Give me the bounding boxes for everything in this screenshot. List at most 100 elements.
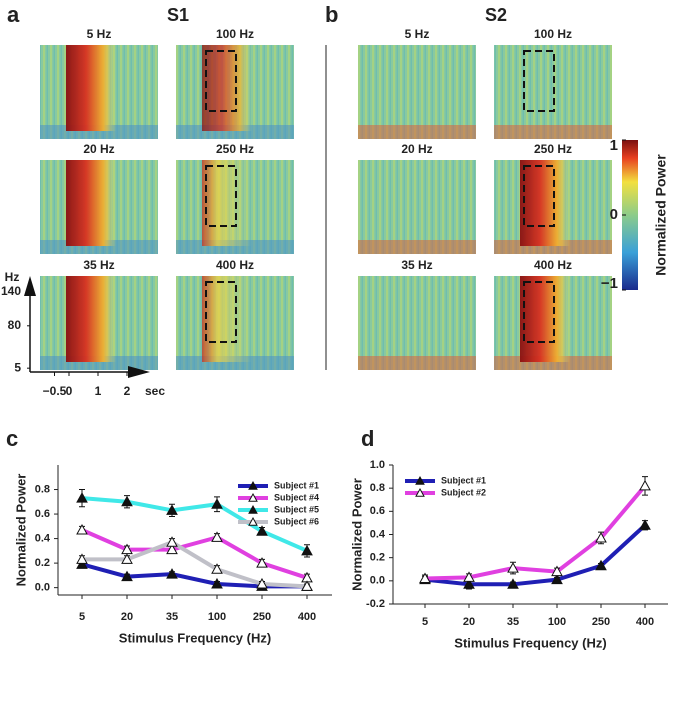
spectrogram-response: [66, 276, 116, 362]
legend-marker: [248, 480, 258, 490]
marker: [551, 565, 563, 577]
spectrogram-title: 35 Hz: [83, 258, 114, 272]
freq-tick-label: 140: [1, 284, 21, 298]
marker: [211, 563, 223, 574]
y-tick-label: 0.4: [35, 532, 51, 544]
spectrogram-response: [66, 45, 116, 131]
spectrogram-title: 20 Hz: [83, 142, 114, 156]
series-line: [82, 540, 308, 589]
spectrogram-response: [202, 276, 252, 362]
response-window: [523, 165, 555, 227]
x-tick-label: 400: [298, 611, 316, 623]
spectrogram-title: 20 Hz: [401, 142, 432, 156]
legend-label: Subject #1: [441, 475, 486, 485]
legend-label: Subject #4: [274, 492, 319, 502]
y-tick-label: 0.0: [35, 582, 50, 594]
spectrogram-title: 400 Hz: [534, 258, 572, 272]
series-line: [81, 496, 308, 553]
marker: [256, 577, 268, 589]
colorbar-tick-label: −1: [601, 275, 618, 292]
marker: [463, 571, 475, 582]
freq-unit: Hz: [5, 270, 20, 284]
spectrogram-band: [494, 125, 612, 139]
x-tick-label: 5: [79, 611, 85, 623]
colorbar-tick-label: 0: [610, 206, 618, 223]
marker: [211, 577, 223, 589]
series-line: [81, 562, 307, 589]
time-tick-label: −0.5: [43, 384, 67, 398]
spectrogram-title: 5 Hz: [405, 27, 430, 41]
response-window: [205, 165, 237, 227]
colorbar-tick-label: 1: [610, 137, 618, 154]
colorbar: [622, 140, 638, 290]
response-window: [205, 281, 237, 343]
response-window: [523, 281, 555, 343]
marker: [166, 504, 178, 515]
marker: [256, 525, 268, 536]
marker: [419, 572, 431, 584]
marker: [595, 559, 607, 571]
x-tick-label: 35: [166, 611, 178, 623]
spectrogram: [358, 160, 476, 254]
freq-tick-label: 80: [8, 318, 22, 332]
spectrogram-title: 35 Hz: [401, 258, 432, 272]
marker: [256, 557, 268, 568]
marker: [507, 578, 519, 589]
marker: [211, 498, 223, 509]
legend-marker: [248, 504, 258, 514]
series-line: [424, 523, 647, 587]
legend-marker: [248, 492, 258, 502]
subject-label: S2: [485, 5, 507, 25]
time-tick-label: 1: [95, 384, 102, 398]
x-tick-label: 35: [507, 616, 519, 628]
marker: [507, 562, 519, 573]
time-unit: sec: [145, 384, 165, 398]
marker: [76, 553, 88, 564]
y-tick-label: 0.4: [370, 528, 386, 540]
marker: [76, 492, 88, 503]
marker: [463, 578, 475, 589]
x-tick-label: 400: [636, 616, 654, 628]
x-tick-label: 100: [208, 611, 226, 623]
marker: [595, 531, 607, 543]
marker: [211, 531, 223, 542]
marker: [121, 570, 133, 582]
panel-letter: d: [361, 426, 374, 451]
y-axis-title: Normalized Power: [13, 474, 28, 587]
marker: [551, 573, 563, 585]
spectrogram-response: [520, 160, 570, 246]
series-line: [81, 528, 308, 580]
legend-label: Subject #1: [274, 480, 319, 490]
marker: [301, 544, 313, 556]
spectrogram-title: 250 Hz: [534, 142, 572, 156]
legend-marker: [248, 516, 258, 526]
spectrogram: [358, 276, 476, 370]
panel-letter: b: [325, 2, 338, 27]
spectrogram-title: 100 Hz: [216, 27, 254, 41]
response-window: [205, 50, 237, 112]
marker: [639, 479, 651, 491]
time-arrow: [128, 366, 150, 378]
y-tick-label: 1.0: [370, 459, 385, 471]
x-tick-label: 5: [422, 616, 428, 628]
y-tick-label: 0.6: [35, 508, 50, 520]
marker: [166, 543, 178, 555]
marker: [639, 519, 651, 530]
y-tick-label: 0.0: [370, 575, 385, 587]
spectrogram-response: [520, 276, 570, 362]
legend-label: Subject #5: [274, 504, 319, 514]
x-axis-title: Stimulus Frequency (Hz): [454, 635, 606, 650]
spectrogram-response: [66, 160, 116, 246]
legend-label: Subject #6: [274, 516, 319, 526]
x-axis-title: Stimulus Frequency (Hz): [119, 630, 271, 645]
spectrogram-band: [358, 240, 476, 254]
spectrogram-title: 100 Hz: [534, 27, 572, 41]
spectrogram-title: 250 Hz: [216, 142, 254, 156]
marker: [166, 536, 178, 547]
spectrogram-response: [202, 45, 252, 131]
legend-label: Subject #2: [441, 487, 486, 497]
marker: [301, 580, 313, 591]
time-tick-label: 0: [66, 384, 73, 398]
y-tick-label: 0.8: [35, 483, 50, 495]
